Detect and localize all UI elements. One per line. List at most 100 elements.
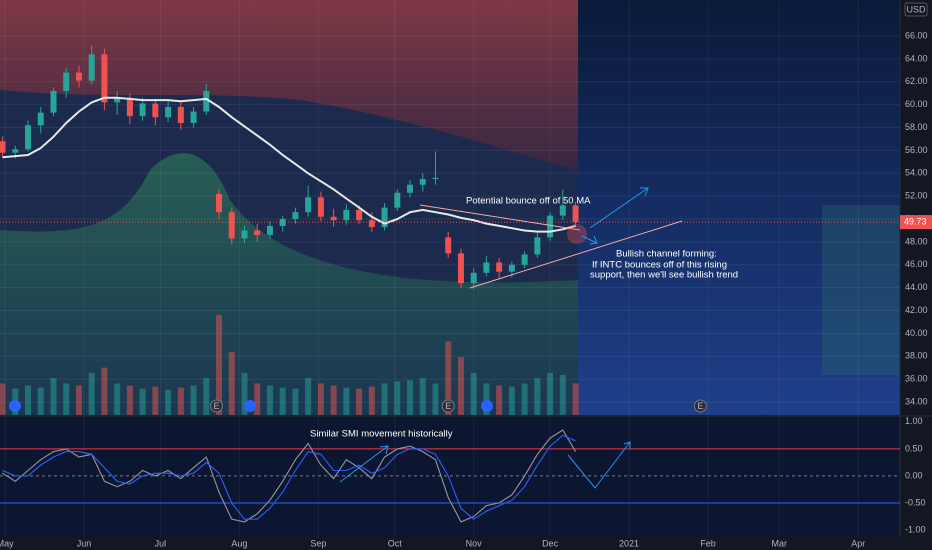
volume-bar <box>139 388 146 415</box>
y-tick-label: 0.00 <box>905 470 923 480</box>
y-tick-label: 42.00 <box>905 305 928 315</box>
volume-bar <box>241 372 248 415</box>
x-tick-label: Aug <box>231 538 247 548</box>
candle-body <box>521 254 528 265</box>
candle-body <box>126 97 133 117</box>
trend-line <box>419 204 581 231</box>
y-tick-label: 64.00 <box>905 53 928 63</box>
volume-bar <box>381 383 388 415</box>
volume-bar <box>559 375 566 415</box>
y-tick-label: 36.00 <box>905 374 928 384</box>
candle-body <box>190 111 197 123</box>
y-tick-label: 48.00 <box>905 236 928 246</box>
dividend-marker <box>9 400 21 412</box>
candle-body <box>483 262 490 273</box>
candle-body <box>254 230 261 236</box>
candle-body <box>63 72 70 91</box>
volume-bar <box>496 385 503 415</box>
volume-bar <box>63 383 70 415</box>
y-tick-label: 34.00 <box>905 396 928 406</box>
candle-body <box>470 272 477 284</box>
candle-body <box>266 225 273 236</box>
volume-bar <box>407 380 414 415</box>
volume-bar <box>126 385 133 415</box>
volume-bar <box>508 386 515 415</box>
highlight <box>567 224 587 244</box>
candle-body <box>216 193 223 213</box>
annotation: support, then we'll see bullish trend <box>590 270 738 281</box>
earnings-marker <box>441 399 455 413</box>
x-tick-label: Oct <box>388 538 403 548</box>
y-tick-label: 52.00 <box>905 191 928 201</box>
candle-body <box>177 106 184 123</box>
volume-bar <box>75 385 82 415</box>
volume-bar <box>50 378 57 415</box>
x-tick-label: May <box>0 538 14 548</box>
currency: USD <box>906 4 926 14</box>
volume-bar <box>254 383 261 415</box>
volume-bar <box>419 378 426 415</box>
volume-bar <box>368 386 375 415</box>
candle-body <box>12 149 19 153</box>
volume-bar <box>190 385 197 415</box>
annotation: Potential bounce off of 50 MA <box>466 196 591 207</box>
y-tick-label: 66.00 <box>905 30 928 40</box>
y-tick-label: 0.50 <box>905 443 923 453</box>
candle-body <box>165 106 172 118</box>
candle-body <box>317 197 324 217</box>
candle-body <box>139 103 146 117</box>
volume-bar <box>292 388 299 415</box>
y-tick-label: 1.00 <box>905 416 923 426</box>
y-tick-label: 38.00 <box>905 351 928 361</box>
candle-body <box>228 212 235 239</box>
volume-bar <box>445 341 452 415</box>
volume-bar <box>432 383 439 415</box>
dividend-marker <box>244 400 256 412</box>
volume-bar <box>203 378 210 415</box>
last-price-label: 49.73 <box>904 217 927 227</box>
candle-body <box>25 125 32 150</box>
candle-body <box>407 184 414 193</box>
earnings-marker <box>209 399 223 413</box>
annotation: If INTC bounces off of this rising <box>592 260 727 271</box>
candle-body <box>534 237 541 255</box>
earnings-label: E <box>697 401 703 411</box>
arrow <box>567 441 631 489</box>
candle-body <box>75 72 82 81</box>
y-tick-label: -1.00 <box>905 524 926 534</box>
candle-body <box>152 103 159 118</box>
volume-bar <box>101 367 108 415</box>
volume-bar <box>177 387 184 415</box>
x-tick-label: Jun <box>77 538 92 548</box>
arrow <box>339 445 389 483</box>
x-tick-label: Jul <box>155 538 167 548</box>
currency-box <box>904 2 928 17</box>
arrow <box>589 187 649 229</box>
volume-bar <box>317 383 324 415</box>
candle-body <box>88 54 95 81</box>
y-tick-label: 46.00 <box>905 259 928 269</box>
candle-body <box>0 141 6 153</box>
y-tick-label: 58.00 <box>905 122 928 132</box>
trend-line <box>469 220 683 289</box>
last-price-badge <box>900 215 932 230</box>
y-tick-label: 62.00 <box>905 76 928 86</box>
candle-body <box>330 216 337 221</box>
volume-profile <box>822 205 900 375</box>
candle-body <box>547 215 554 238</box>
smi-pane <box>0 417 900 537</box>
candle-body <box>203 90 210 112</box>
arrow <box>581 235 598 245</box>
x-tick-label: Dec <box>542 538 559 548</box>
earnings-label: E <box>213 401 219 411</box>
candle-body <box>114 97 121 103</box>
candle-body <box>419 179 426 185</box>
candle-body <box>292 212 299 220</box>
candle-body <box>508 264 515 272</box>
volume-bar <box>216 315 223 415</box>
candle-body <box>343 209 350 221</box>
x-tick-label: Feb <box>700 538 716 548</box>
volume-bar <box>521 383 528 415</box>
candle-body <box>241 230 248 239</box>
